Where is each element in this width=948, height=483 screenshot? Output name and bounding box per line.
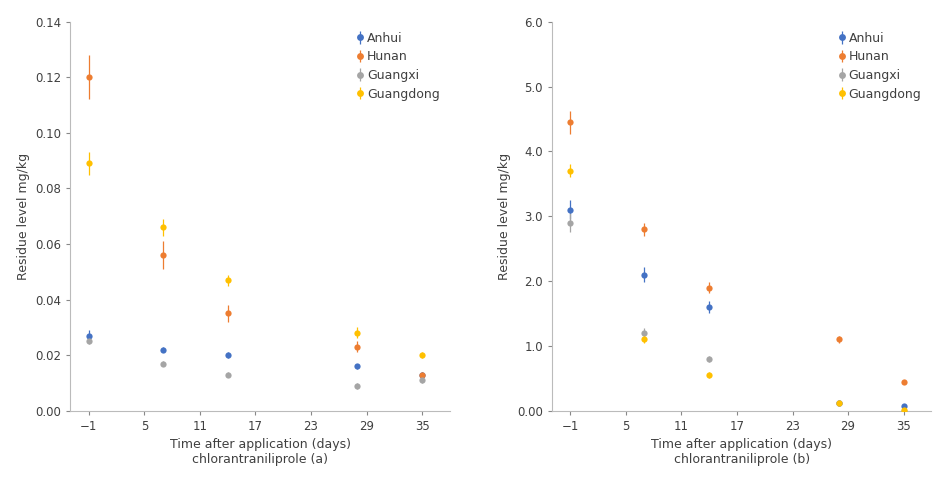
Y-axis label: Residue level mg/kg: Residue level mg/kg xyxy=(17,153,29,280)
Legend: Anhui, Hunan, Guangxi, Guangdong: Anhui, Hunan, Guangxi, Guangdong xyxy=(836,28,925,104)
X-axis label: Time after application (days)
chlorantraniliprole (b): Time after application (days) chlorantra… xyxy=(651,439,832,466)
Y-axis label: Residue level mg/kg: Residue level mg/kg xyxy=(499,153,511,280)
Legend: Anhui, Hunan, Guangxi, Guangdong: Anhui, Hunan, Guangxi, Guangdong xyxy=(355,28,444,104)
X-axis label: Time after application (days)
chlorantraniliprole (a): Time after application (days) chlorantra… xyxy=(170,439,351,466)
